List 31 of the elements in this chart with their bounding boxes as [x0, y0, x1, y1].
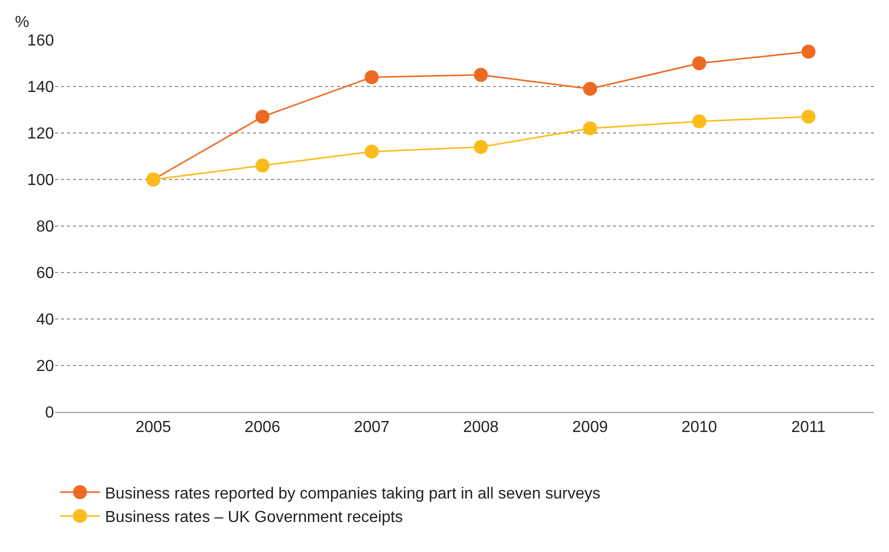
y-tick-label: 140 — [27, 79, 54, 96]
legend-label: Business rates reported by companies taking part in all seven surveys — [105, 485, 600, 502]
point — [474, 68, 488, 82]
point — [364, 144, 379, 159]
point — [692, 114, 706, 128]
y-tick-label: 160 — [27, 32, 54, 50]
x-tick-label: 2011 — [791, 419, 826, 436]
point — [364, 70, 379, 84]
y-tick-label: 60 — [36, 265, 54, 282]
x-tick-label: 2009 — [572, 419, 608, 436]
point — [474, 140, 488, 154]
x-tick-label: 2008 — [463, 419, 499, 436]
y-tick-label: 100 — [27, 172, 54, 190]
x-tick-label: 2006 — [244, 419, 280, 436]
x-tick-label: 2010 — [681, 419, 718, 436]
y-tick-label: 120 — [27, 126, 54, 143]
point — [583, 121, 598, 136]
x-tick-label: 2005 — [135, 419, 172, 436]
point — [692, 56, 706, 70]
point — [801, 44, 816, 59]
point — [255, 158, 270, 173]
legend-label: Business rates – UK Government receipts — [105, 509, 403, 526]
y-axis-title: % — [15, 14, 30, 31]
y-tick-label: 80 — [36, 218, 54, 236]
point — [583, 82, 598, 96]
y-tick-label: 40 — [36, 312, 54, 329]
point — [801, 110, 816, 124]
y-tick-label: 20 — [36, 358, 54, 376]
x-tick-label: 2007 — [354, 419, 390, 436]
point — [255, 110, 270, 124]
y-tick-label: 0 — [45, 404, 54, 422]
